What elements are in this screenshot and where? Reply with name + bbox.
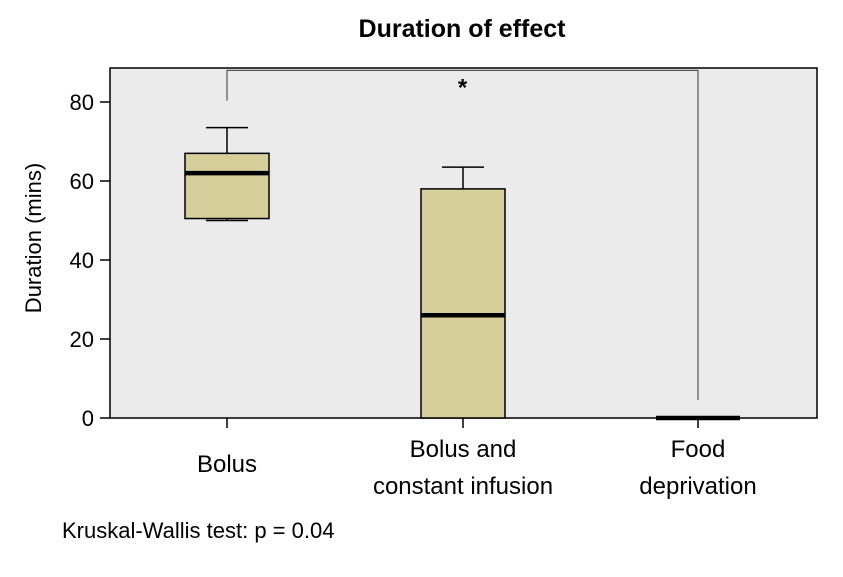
chart-title: Duration of effect <box>359 15 567 43</box>
x-tick-label: constant infusion <box>373 473 553 500</box>
y-axis-label: Duration (mins) <box>21 163 46 313</box>
x-tick-label: Food <box>671 436 726 463</box>
y-tick-label: 60 <box>70 169 94 194</box>
x-tick-label: deprivation <box>639 473 756 500</box>
significance-marker: * <box>458 74 468 101</box>
x-tick-label: Bolus and <box>410 436 517 463</box>
y-tick-label: 20 <box>70 327 94 352</box>
x-tick-label: Bolus <box>197 451 257 478</box>
significance-bracket <box>226 69 699 400</box>
y-tick-label: 40 <box>70 248 94 273</box>
box <box>184 152 270 220</box>
footnote-kruskal-wallis: Kruskal-Wallis test: p = 0.04 <box>62 518 335 543</box>
box <box>420 188 506 419</box>
y-tick-label: 80 <box>70 90 94 115</box>
y-tick-label: 0 <box>82 406 94 431</box>
